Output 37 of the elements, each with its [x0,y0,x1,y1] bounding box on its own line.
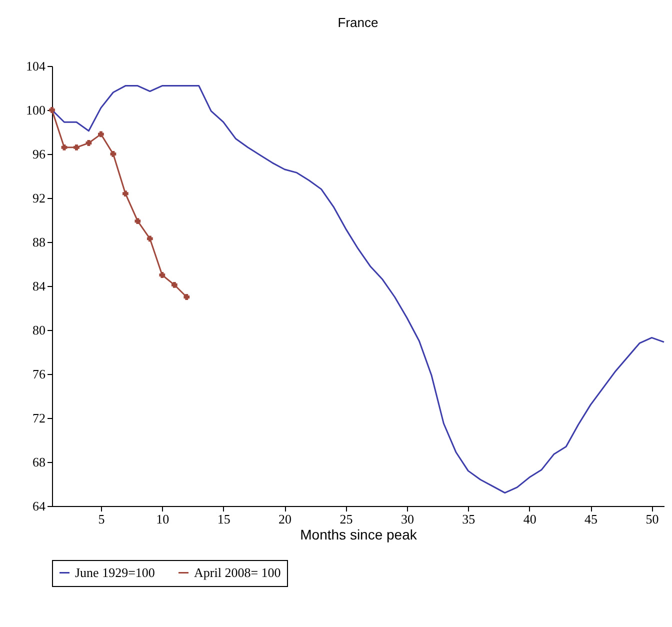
y-tick-label: 100 [26,102,46,118]
y-tick-label: 68 [32,454,46,470]
y-tick-label: 80 [32,322,46,338]
x-tick-label: 30 [400,512,414,526]
legend-label: April 2008= 100 [194,564,281,580]
point [159,272,166,278]
x-axis-title: Months since peak [300,526,418,542]
y-tick-label: 92 [32,190,46,206]
legend-label: June 1929=100 [75,564,155,580]
y-tick-label: 96 [32,146,46,162]
x-tick-label: 20 [278,512,292,526]
y-tick-label: 72 [32,410,46,426]
point [171,282,178,288]
x-tick-label: 25 [340,512,353,526]
point [86,140,92,146]
y-tick-label: 84 [32,278,46,294]
x-tick-label: 35 [462,512,476,526]
x-tick-label: 45 [584,512,598,526]
chart-title: France [338,15,378,30]
point [134,218,141,224]
x-tick-label: 10 [156,512,170,526]
y-tick-label: 64 [32,498,46,514]
x-tick-label: 50 [646,512,659,526]
y-tick-label: 104 [26,58,46,74]
y-tick-label: 88 [32,234,46,250]
point [98,131,104,138]
x-tick-label: 40 [523,512,536,526]
x-tick-label: 5 [98,512,105,526]
point [146,236,153,242]
x-tick-label: 15 [217,512,230,526]
y-tick-label: 76 [32,366,46,382]
point [122,190,128,197]
point [184,294,190,300]
point [61,144,68,150]
point [110,151,116,157]
point [49,107,55,113]
point [74,144,80,150]
